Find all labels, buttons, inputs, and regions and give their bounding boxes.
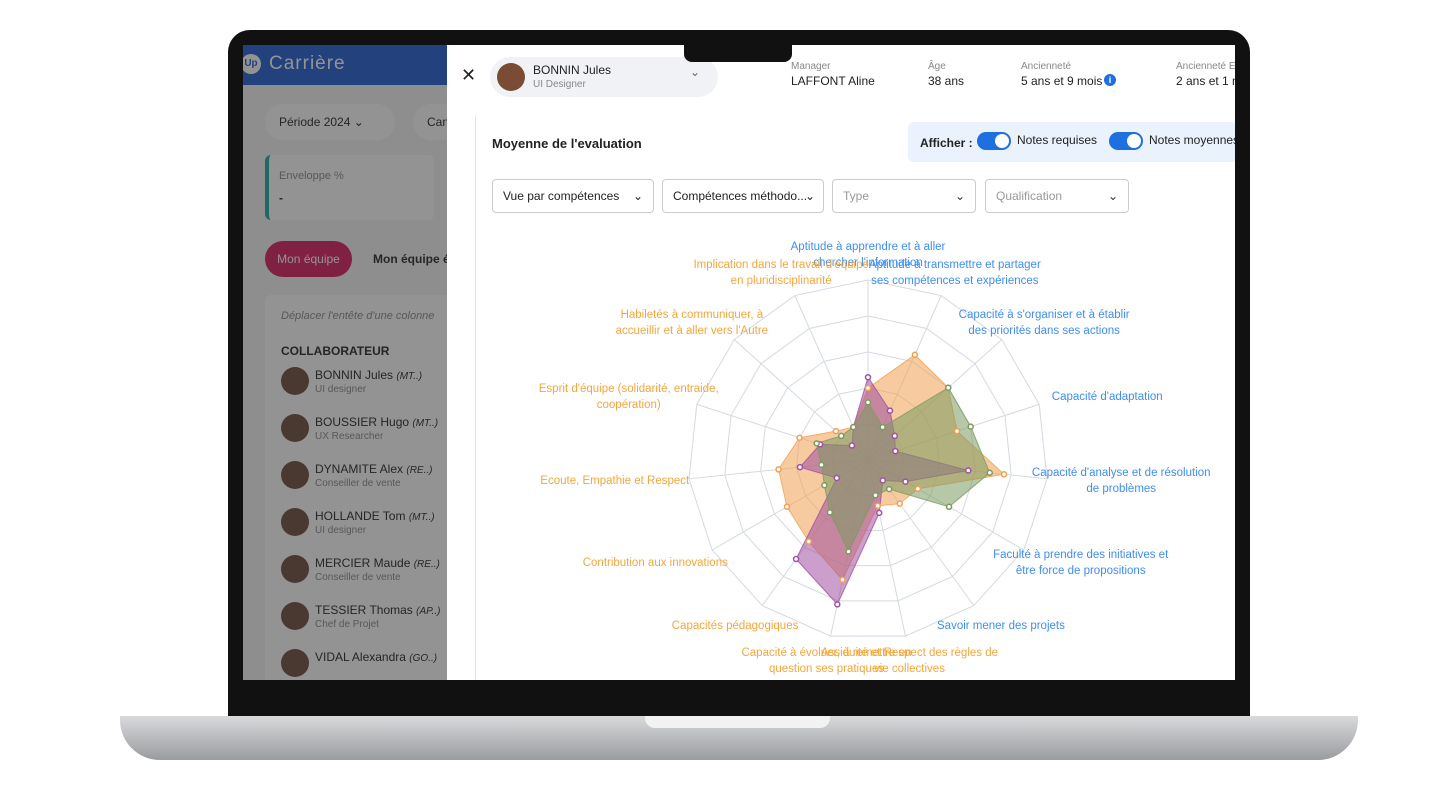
- series-point: [839, 576, 846, 583]
- employee-select[interactable]: [490, 57, 718, 97]
- axis-label: Capacité d'adaptation: [1051, 390, 1163, 403]
- filter[interactable]: Compétences méthodo... ⌄: [662, 179, 824, 213]
- info-icon: i: [1104, 74, 1116, 86]
- info-label: Âge: [928, 61, 946, 72]
- info-label: Ancienneté E: [1176, 61, 1235, 72]
- toggle-label: Notes requises: [1017, 133, 1098, 148]
- series-point: [892, 447, 899, 455]
- display-label: Afficher :: [920, 136, 973, 150]
- series-point: [834, 601, 841, 608]
- info-label: Ancienneté: [1021, 61, 1072, 72]
- series-point: [945, 503, 953, 511]
- info-value: 38 ans: [928, 74, 965, 88]
- series-point: [848, 442, 856, 449]
- series-point: [833, 474, 841, 482]
- axis-label: Aptitude à transmettre et partager ses c…: [868, 258, 1041, 287]
- info-value: 5 ans et 9 mois: [1021, 74, 1103, 88]
- close-button[interactable]: ✕: [461, 65, 477, 85]
- filter[interactable]: Vue par compétences ⌄: [492, 179, 654, 213]
- panel-divider: [475, 115, 476, 680]
- axis-label: Capacité à s'organiser et à établir des …: [958, 308, 1130, 337]
- series-area: [816, 387, 991, 553]
- series-point: [796, 463, 804, 471]
- radar-chart: [688, 279, 1048, 637]
- toggle[interactable]: Notes requises: [977, 132, 1097, 150]
- series-point: [837, 432, 845, 440]
- filter-text: Compétences méthodo...: [673, 189, 808, 203]
- series-point: [896, 500, 903, 507]
- series-point: [813, 440, 820, 447]
- series-point: [874, 502, 881, 510]
- axis-label: Habiletés à communiquer, à accueillir et…: [615, 308, 769, 337]
- info-label: Manager: [791, 61, 831, 72]
- filter-text: Qualification: [996, 189, 1063, 203]
- series-point: [864, 399, 872, 406]
- series-point: [805, 538, 813, 545]
- avatar: [497, 63, 525, 91]
- series-point: [783, 503, 791, 511]
- series-point: [891, 432, 899, 440]
- axis-label: Assiduité et Respect des règles de vie c…: [820, 646, 999, 675]
- chevron: ⌄: [690, 65, 701, 79]
- series-point: [826, 509, 834, 516]
- axis-label: Savoir mener des projets: [937, 619, 1065, 632]
- series-point: [885, 485, 893, 493]
- series-point: [872, 491, 879, 499]
- series-point: [864, 373, 872, 381]
- series-point: [967, 423, 974, 430]
- series-point: [879, 423, 886, 431]
- filter-text: Type: [843, 189, 870, 203]
- series-point: [945, 384, 952, 391]
- series-point: [986, 469, 993, 477]
- axis-label: Capacités pédagogiques: [671, 619, 799, 632]
- series-point: [911, 351, 919, 359]
- series-point: [796, 434, 803, 442]
- axis-label: Esprit d'équipe (solidarité, entraide, c…: [538, 382, 719, 411]
- employee-name: BONNIN Jules: [533, 63, 612, 77]
- series-point: [845, 548, 852, 555]
- filter[interactable]: Type ⌄: [832, 179, 976, 213]
- series-point: [775, 466, 782, 473]
- info-value: LAFFONT Aline: [791, 74, 875, 88]
- series-point: [914, 485, 922, 493]
- axis-label: Capacité d'analyse et de résolution de p…: [1031, 467, 1211, 496]
- series-point: [850, 423, 857, 431]
- axis-label: Ecoute, Empathie et Respect: [540, 475, 690, 488]
- series-point: [792, 555, 800, 563]
- info-value: 2 ans et 1 m: [1176, 74, 1235, 88]
- series-point: [964, 467, 972, 474]
- series-point: [1000, 471, 1008, 478]
- grid-ring: [724, 315, 1012, 602]
- axis-label: Implication dans le travail d'équipe en …: [693, 258, 869, 287]
- employee-role: UI Designer: [533, 79, 586, 90]
- axis-label: Aptitude à apprendre et à aller chercher…: [790, 241, 946, 269]
- axis-label: Contribution aux innovations: [582, 556, 728, 569]
- series-point: [875, 509, 883, 517]
- grid-ring: [688, 279, 1048, 637]
- laptop-notch-base: [645, 716, 830, 728]
- filter-text: Vue par compétences: [503, 189, 620, 203]
- filter[interactable]: Qualification ⌄: [985, 179, 1129, 213]
- toggle[interactable]: Notes moyennes: [1109, 132, 1235, 150]
- chart-title: Moyenne de l'evaluation: [492, 136, 642, 151]
- axis-label: Faculté à prendre des initiatives et êtr…: [993, 548, 1169, 577]
- axis-label: Capacité à évoluer, à remettre en questi…: [741, 646, 912, 675]
- series-point: [832, 427, 840, 435]
- series-point: [818, 461, 825, 469]
- series-point: [902, 478, 909, 485]
- screen: Up Carrière Période 2024 ⌄ Can Enveloppe…: [243, 45, 1235, 680]
- notch: [684, 45, 792, 62]
- series-point: [953, 427, 961, 435]
- display-bar: [908, 122, 1235, 162]
- series-point: [821, 481, 828, 489]
- series-point: [864, 384, 872, 392]
- series-point: [879, 477, 887, 484]
- series-point: [886, 407, 894, 414]
- toggle-label: Notes moyennes: [1149, 133, 1235, 148]
